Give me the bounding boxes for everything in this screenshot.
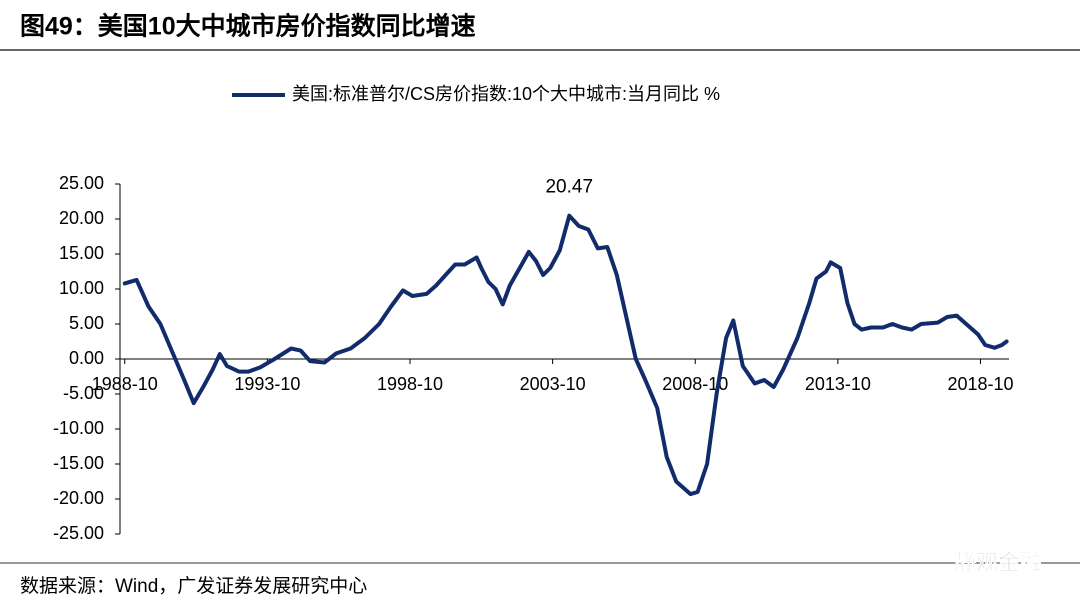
- x-tick-label: 2008-10: [662, 374, 728, 394]
- y-tick-label: 20.00: [59, 208, 104, 228]
- x-tick-label: 1988-10: [92, 374, 158, 394]
- y-tick-label: 10.00: [59, 278, 104, 298]
- y-tick-label: 0.00: [69, 348, 104, 368]
- x-tick-label: 2013-10: [805, 374, 871, 394]
- y-tick-label: -20.00: [53, 488, 104, 508]
- data-line: [122, 213, 1009, 497]
- annotation: 20.47: [545, 177, 593, 198]
- y-tick-label: -5.00: [63, 383, 104, 403]
- legend-label: 美国:标准普尔/CS房价指数:10个大中城市:当月同比 %: [292, 84, 720, 104]
- x-tick-label: 2003-10: [520, 374, 586, 394]
- y-tick-label: 25.00: [59, 173, 104, 193]
- x-tick-label: 1993-10: [234, 374, 300, 394]
- y-tick-label: -10.00: [53, 418, 104, 438]
- x-tick-label: 2018-10: [947, 374, 1013, 394]
- y-tick-label: -25.00: [53, 523, 104, 543]
- watermark: 静观金融: [954, 550, 1042, 575]
- y-tick-label: -15.00: [53, 453, 104, 473]
- source: 数据来源：Wind，广发证券发展研究中心: [20, 575, 367, 597]
- x-tick-label: 1998-10: [377, 374, 443, 394]
- y-tick-label: 5.00: [69, 313, 104, 333]
- figure-title: 图49：美国10大中城市房价指数同比增速: [20, 12, 476, 41]
- y-tick-label: 15.00: [59, 243, 104, 263]
